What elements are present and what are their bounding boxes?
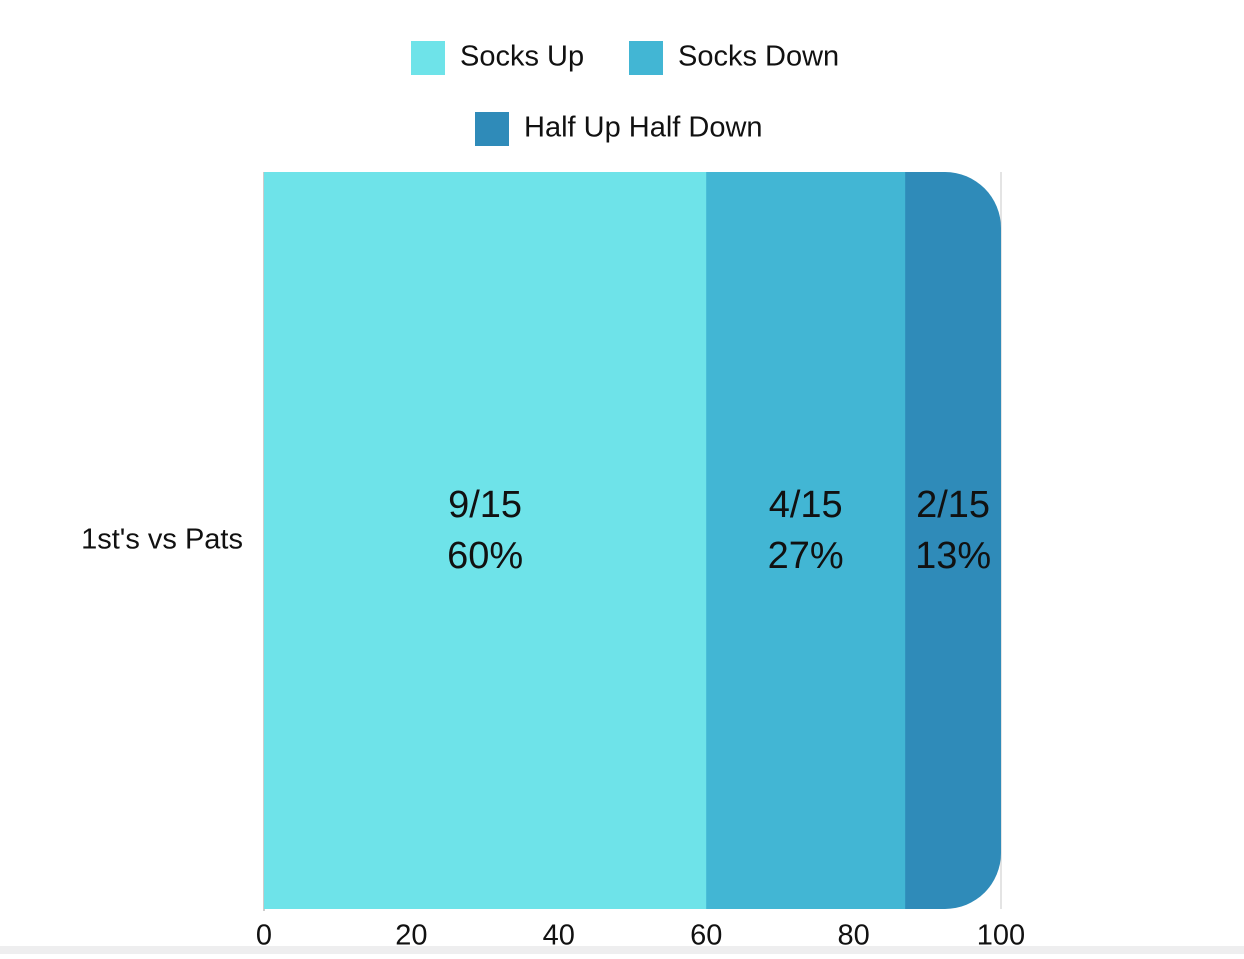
legend-label-1: Socks Up: [460, 41, 584, 73]
legend-swatch-2: [629, 41, 663, 75]
data-label-fraction-2: 4/15: [769, 484, 843, 526]
bar-segment-3: [905, 172, 1001, 909]
legend-label-3: Half Up Half Down: [524, 112, 763, 144]
data-label-fraction-1: 9/15: [448, 484, 522, 526]
data-label-percent-3: 13%: [915, 535, 991, 577]
bar-segment-2: [706, 172, 906, 909]
data-label-fraction-3: 2/15: [916, 484, 990, 526]
data-label-percent-1: 60%: [447, 535, 523, 577]
legend-label-2: Socks Down: [678, 41, 839, 73]
bottom-scroll-strip: [0, 946, 1244, 954]
legend-swatch-1: [411, 41, 445, 75]
data-label-percent-2: 27%: [768, 535, 844, 577]
category-label: 1st's vs Pats: [81, 524, 243, 556]
bar-segment-1: [264, 172, 707, 909]
x-tick-label-0: 0: [256, 920, 272, 952]
legend-swatch-3: [475, 112, 509, 146]
